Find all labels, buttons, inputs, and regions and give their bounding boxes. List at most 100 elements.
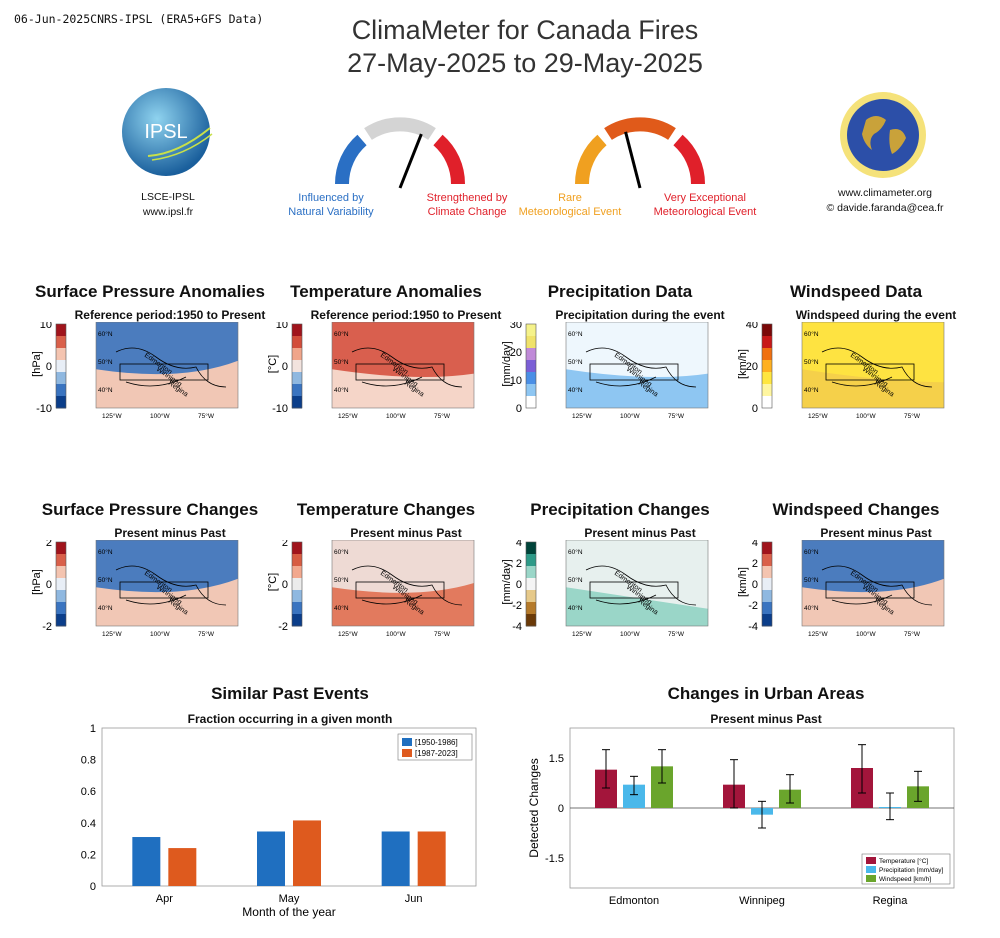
urban-changes-title: Changes in Urban Areas [667, 684, 865, 703]
lat-label: 60°N [334, 548, 349, 556]
colorbar-tick: 2 [282, 540, 288, 549]
colorbar-segment [762, 324, 772, 337]
colorbar-segment [56, 336, 66, 349]
rarity-right-label-1: Very Exceptional [664, 192, 746, 204]
map-frame [801, 540, 945, 627]
map-field-pattern [332, 322, 474, 378]
climameter-globe-logo [838, 90, 928, 180]
ipsl-logo-text: IPSL [144, 121, 187, 143]
lat-label: 40°N [334, 604, 349, 612]
map-title: Windspeed Data [789, 282, 923, 301]
legend-box [861, 853, 951, 885]
lon-label: 100°W [620, 412, 640, 420]
map-frame [565, 322, 709, 409]
colorbar-segment [762, 348, 772, 361]
ipsl-logo: IPSL [118, 84, 218, 184]
lon-label: 100°W [856, 412, 876, 420]
colorbar-segment [292, 578, 302, 591]
lon-label: 125°W [572, 630, 592, 638]
lon-label: 125°W [102, 412, 122, 420]
coastline [585, 347, 697, 388]
map-subtitle: Present minus Past [820, 526, 932, 540]
lon-label: 125°W [572, 412, 592, 420]
colorbar-tick: 4 [752, 540, 758, 549]
colorbar-segment [292, 554, 302, 567]
colorbar-segment [56, 360, 66, 373]
bar [595, 769, 617, 808]
coastline [821, 565, 933, 606]
colorbar-segment [56, 348, 66, 361]
map-frame [331, 322, 475, 409]
event-box [825, 363, 915, 381]
legend-entry: [1950-1986] [415, 738, 458, 747]
map-field-pattern [96, 322, 238, 375]
map-frame [95, 540, 239, 627]
rarity-right-label-2: Meteorological Event [653, 206, 757, 218]
past-events-subtitle: Fraction occurring in a given month [187, 712, 393, 726]
coastline [351, 565, 463, 606]
lat-label: 50°N [568, 358, 583, 366]
lat-label: 60°N [334, 330, 349, 338]
title-line-1: ClimaMeter for Canada Fires [351, 15, 699, 45]
colorbar-segment [526, 336, 536, 349]
lon-label: 125°W [338, 630, 358, 638]
colorbar-segment [762, 602, 772, 615]
attribution-gauge [334, 117, 466, 189]
bar [168, 848, 197, 886]
map-title: Temperature Anomalies [290, 282, 482, 301]
map-field-pattern [332, 540, 474, 593]
colorbar-tick: 2 [752, 558, 758, 570]
y-tick-label: 0.8 [81, 755, 96, 767]
lat-label: 50°N [804, 358, 819, 366]
gauge-needle [624, 131, 642, 189]
event-box [589, 581, 679, 599]
page-title: ClimaMeter for Canada Fires 27-May-2025 … [260, 14, 790, 80]
lat-label: 40°N [568, 386, 583, 394]
colorbar-segment [292, 614, 302, 627]
gauge-left-arc [574, 134, 607, 185]
coastline [821, 347, 933, 388]
colorbar-segment [56, 554, 66, 567]
colorbar-unit: [mm/day] [501, 559, 513, 604]
colorbar-segment [762, 578, 772, 591]
colorbar-segment [292, 324, 302, 337]
bar [257, 831, 285, 886]
map-frame [95, 322, 239, 409]
colorbar-frame [761, 541, 773, 627]
ipsl-caption-2: www.ipsl.fr [142, 206, 194, 218]
x-tick-label: Edmonton [609, 895, 659, 907]
past-events-chart: 0 0.2 0.4 0.6 0.8 1 Apr May Jun Month of the year… [81, 724, 477, 919]
lat-label: 50°N [98, 358, 113, 366]
lon-label: 75°W [668, 630, 685, 638]
colorbar-segment [526, 578, 536, 591]
lat-label: 50°N [98, 576, 113, 584]
legend-entry: [1987-2023] [415, 749, 458, 758]
lon-label: 75°W [434, 412, 451, 420]
colorbar-segment [526, 360, 536, 373]
lat-label: 40°N [568, 604, 583, 612]
colorbar-segment [292, 602, 302, 615]
y-tick-label: -1.5 [545, 853, 564, 865]
past-events-title: Similar Past Events [211, 684, 369, 703]
map-title: Precipitation Changes [530, 500, 710, 519]
colorbar-tick: -2 [512, 600, 522, 612]
lon-label: 75°W [904, 630, 921, 638]
x-tick-label: May [279, 893, 300, 905]
colorbar-segment [56, 372, 66, 385]
colorbar-segment [526, 590, 536, 603]
lon-label: 75°W [904, 412, 921, 420]
climameter-caption-2: © davide.faranda@cea.fr [826, 202, 944, 214]
map-subtitle: Reference period:1950 to Present [310, 308, 502, 322]
colorbar-segment [762, 566, 772, 579]
colorbar-frame [525, 541, 537, 627]
colorbar-segment [762, 542, 772, 555]
gauge-right-arc [433, 134, 466, 185]
climameter-caption-1: www.climameter.org [838, 187, 932, 199]
colorbar-segment [526, 324, 536, 337]
rarity-right-label: Very Exceptional Meteorological Event [640, 191, 770, 219]
lat-label: 50°N [334, 358, 349, 366]
bar [651, 766, 673, 808]
